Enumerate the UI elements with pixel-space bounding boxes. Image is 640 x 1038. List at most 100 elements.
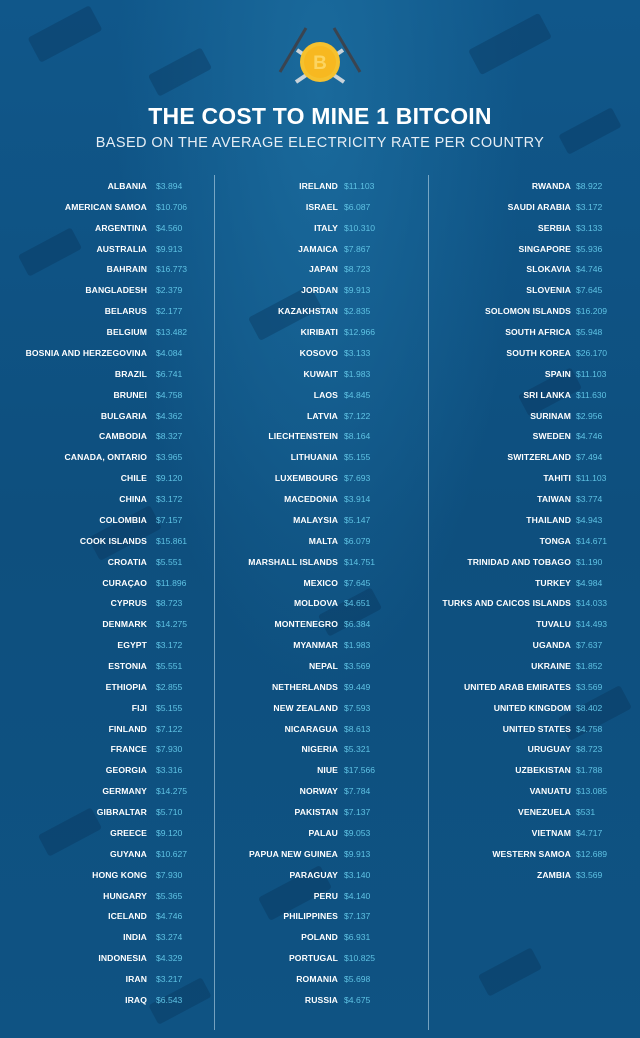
country-name: BOSNIA AND HERZEGOVINA	[25, 347, 147, 358]
table-row: SRI LANKA $11.630	[0, 387, 606, 403]
country-name: KOSOVO	[299, 347, 338, 358]
mining-cost-value: $7.593	[344, 702, 371, 713]
table-row: KAZAKHSTAN $2.835	[0, 303, 370, 319]
table-row: CHINA $3.172	[0, 491, 182, 507]
country-name: PHILIPPINES	[283, 911, 338, 922]
table-row: PAPUA NEW GUINEA $9.913	[0, 846, 370, 862]
table-row: LITHUANIA $5.155	[0, 449, 371, 465]
table-row: SERBIA $3.133	[0, 220, 602, 236]
mining-cost-value: $2.835	[344, 306, 371, 317]
mining-cost-value: $8.327	[156, 431, 183, 442]
mining-cost-value: $11.103	[576, 473, 607, 484]
table-row: ETHIOPIA $2.855	[0, 679, 183, 695]
mining-cost-value: $3.217	[156, 974, 183, 985]
mining-cost-value: $7.930	[156, 869, 183, 880]
country-name: BULGARIA	[100, 410, 147, 421]
country-name: LITHUANIA	[290, 452, 338, 463]
table-row: ISRAEL $6.087	[0, 199, 370, 215]
country-name: SURINAM	[530, 410, 571, 421]
mining-cost-value: $5.155	[156, 702, 183, 713]
table-row: ICELAND $4.746	[0, 908, 182, 924]
country-name: LATVIA	[307, 410, 338, 421]
table-row: PARAGUAY $3.140	[0, 867, 370, 883]
mining-cost-value: $3.316	[156, 765, 183, 776]
country-name: GIBRALTAR	[96, 807, 147, 818]
mining-cost-value: $8.402	[576, 702, 603, 713]
table-row: NETHERLANDS $9.449	[0, 679, 370, 695]
table-row: ZAMBIA $3.569	[0, 867, 602, 883]
country-name: BAHRAIN	[106, 264, 147, 275]
table-row: AMERICAN SAMOA $10.706	[0, 199, 187, 215]
country-name: PALAU	[308, 827, 338, 838]
country-name: FINLAND	[108, 723, 147, 734]
table-row: INDIA $3.274	[0, 929, 182, 945]
table-row: NIUE $17.566	[0, 762, 375, 778]
mining-cost-value: $5.551	[156, 661, 183, 671]
table-row: CYPRUS $8.723	[0, 595, 183, 611]
table-row: NEW ZEALAND $7.593	[0, 700, 370, 716]
table-row: PHILIPPINES $7.137	[0, 908, 370, 924]
mining-cost-value: $4.362	[156, 410, 183, 421]
mining-cost-value: $11.630	[576, 389, 607, 400]
country-name: NEPAL	[309, 661, 338, 671]
country-name: URUGUAY	[527, 744, 571, 755]
mining-cost-value: $9.913	[156, 243, 183, 254]
table-row: CAMBODIA $8.327	[0, 428, 182, 444]
mining-cost-value: $15.861	[156, 535, 188, 546]
country-name: COOK ISLANDS	[79, 535, 147, 546]
table-row: UKRAINE $1.852	[0, 658, 602, 674]
country-name: UNITED STATES	[502, 723, 571, 734]
country-name: TAHITI	[543, 473, 571, 484]
mining-cost-value: $10.825	[344, 953, 376, 964]
mining-cost-value: $4.746	[156, 911, 183, 922]
country-name: GEORGIA	[105, 765, 147, 776]
country-name: ESTONIA	[108, 661, 147, 671]
mining-cost-value: $10.627	[156, 848, 188, 859]
table-row: COOK ISLANDS $15.861	[0, 533, 187, 549]
table-row: UNITED KINGDOM $8.402	[0, 700, 603, 716]
table-row: RWANDA $8.922	[0, 178, 602, 194]
country-name: UGANDA	[532, 640, 571, 651]
table-row: IRELAND $11.103	[0, 178, 374, 194]
mining-cost-value: $7.137	[344, 807, 371, 818]
mining-cost-value: $7.645	[344, 577, 371, 588]
country-name: SLOKAVIA	[526, 264, 571, 275]
table-row: VANUATU $13.085	[0, 783, 608, 799]
mining-cost-value: $4.560	[156, 222, 183, 233]
country-name: FRANCE	[110, 744, 147, 755]
country-name: MYANMAR	[293, 640, 338, 651]
table-row: BULGARIA $4.362	[0, 408, 182, 424]
mining-cost-value: $5.551	[156, 556, 183, 567]
table-row: WESTERN SAMOA $12.689	[0, 846, 607, 862]
country-name: BRAZIL	[114, 368, 147, 379]
mining-cost-value: $8.164	[344, 431, 371, 442]
mining-cost-value: $7.157	[156, 514, 183, 525]
table-row: GIBRALTAR $5.710	[0, 804, 183, 820]
table-row: LIECHTENSTEIN $8.164	[0, 428, 370, 444]
country-name: JAPAN	[309, 264, 338, 275]
table-row: CROATIA $5.551	[0, 554, 183, 570]
mining-cost-value: $3.894	[156, 181, 183, 191]
mining-cost-value: $8.613	[344, 723, 371, 734]
country-name: PERU	[313, 890, 338, 901]
bitcoin-pickaxe-icon: B	[278, 27, 362, 84]
mining-cost-value: $3.914	[344, 494, 371, 505]
mining-cost-value: $1.190	[576, 556, 603, 567]
mining-cost-value: $7.645	[576, 285, 603, 296]
mining-cost-value: $8.922	[576, 181, 603, 191]
mining-cost-value: $5.365	[156, 890, 183, 901]
mining-cost-value: $5.147	[344, 514, 371, 525]
mining-cost-value: $9.120	[156, 473, 183, 484]
table-row: SWITZERLAND $7.494	[0, 449, 602, 465]
mining-cost-value: $13.482	[156, 327, 188, 338]
country-name: UKRAINE	[531, 661, 571, 671]
country-name: ARGENTINA	[95, 222, 147, 233]
table-row: INDONESIA $4.329	[0, 950, 182, 966]
table-row: JORDAN $9.913	[0, 282, 370, 298]
country-name: HONG KONG	[92, 869, 147, 880]
table-row: GREECE $9.120	[0, 825, 182, 841]
table-row: HUNGARY $5.365	[0, 888, 182, 904]
table-row: SAUDI ARABIA $3.172	[0, 199, 603, 215]
mining-cost-value: $1.983	[344, 640, 371, 651]
table-row: TURKS AND CAICOS ISLANDS $14.033	[0, 595, 607, 611]
